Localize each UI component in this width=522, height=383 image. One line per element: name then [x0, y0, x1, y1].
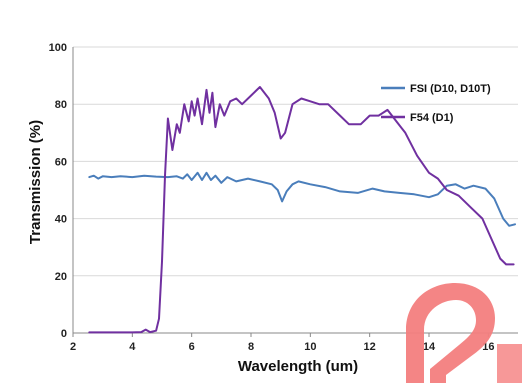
- y-axis-title: Transmission (%): [27, 120, 44, 244]
- x-tick-4: 4: [129, 341, 136, 353]
- y-tick-100: 100: [49, 42, 67, 54]
- x-tick-14: 14: [423, 341, 436, 353]
- series-line-1: [88, 171, 516, 227]
- y-tick-labels: 0 20 40 60 80 100: [49, 42, 67, 340]
- y-tick-80: 80: [55, 99, 67, 111]
- watermark-logo: [406, 283, 522, 383]
- x-axis-title: Wavelength (um): [238, 358, 358, 375]
- series-line-2: [88, 86, 515, 334]
- x-tick-16: 16: [482, 341, 494, 353]
- x-tick-8: 8: [248, 341, 254, 353]
- y-tick-0: 0: [61, 328, 67, 340]
- plot-frame: [72, 47, 518, 334]
- x-tick-6: 6: [189, 341, 195, 353]
- x-tick-2: 2: [70, 341, 76, 353]
- x-tick-labels: 2 4 6 8 10 12 14 16: [70, 333, 494, 353]
- y-tick-20: 20: [55, 271, 67, 283]
- legend-label-1: FSI (D10, D10T): [410, 83, 491, 95]
- y-tick-60: 60: [55, 156, 67, 168]
- x-tick-12: 12: [364, 341, 376, 353]
- series-lines: [88, 86, 516, 334]
- legend-label-2: F54 (D1): [410, 112, 454, 124]
- legend: FSI (D10, D10T) F54 (D1): [381, 83, 491, 124]
- y-tick-40: 40: [55, 214, 67, 226]
- x-tick-10: 10: [304, 341, 316, 353]
